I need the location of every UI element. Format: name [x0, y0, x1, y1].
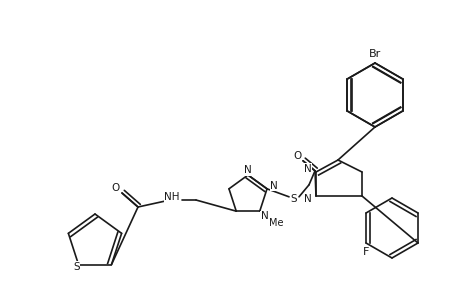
Text: NH: NH	[164, 192, 179, 202]
Text: N: N	[244, 165, 252, 175]
Text: F: F	[362, 247, 369, 257]
Text: S: S	[73, 262, 80, 272]
Text: N: N	[269, 181, 277, 191]
Text: S: S	[290, 194, 297, 204]
Text: Br: Br	[368, 49, 381, 59]
Text: O: O	[292, 151, 301, 161]
Text: O: O	[112, 183, 120, 193]
Text: N: N	[303, 164, 311, 174]
Text: N: N	[260, 211, 268, 221]
Text: Me: Me	[268, 218, 282, 228]
Text: N: N	[303, 194, 311, 204]
